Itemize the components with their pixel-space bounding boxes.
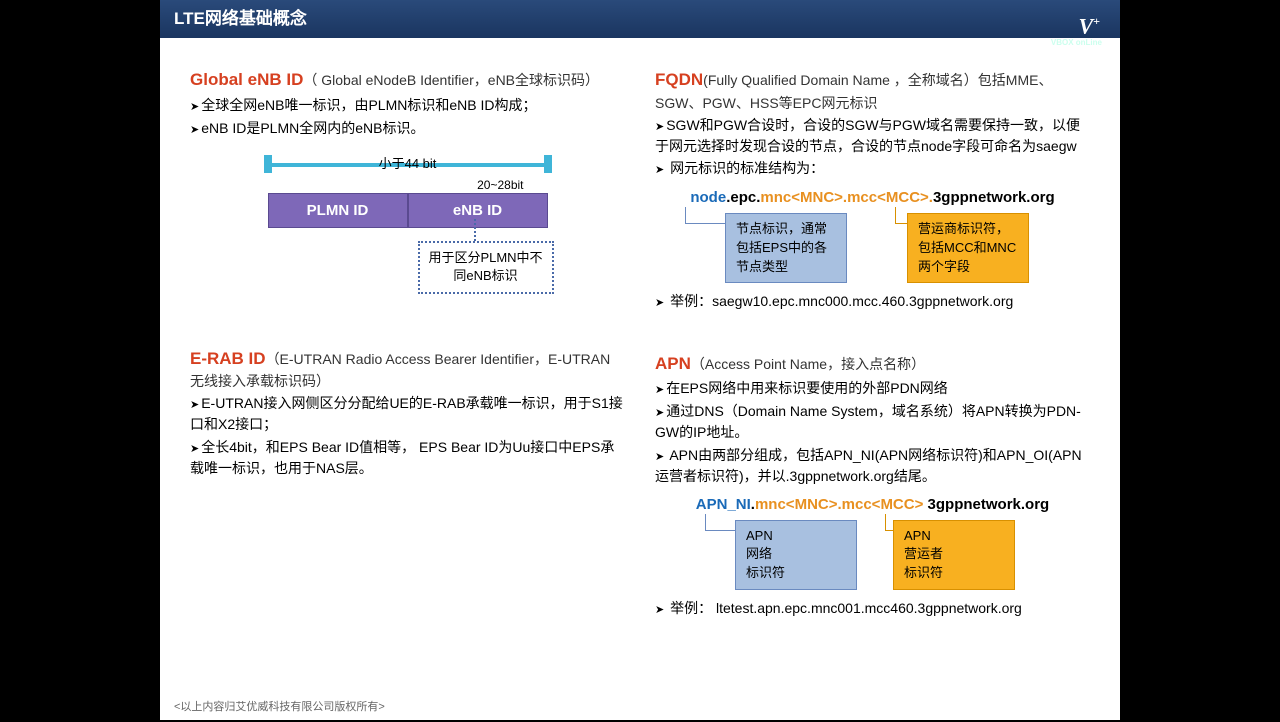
bullet: eNB ID是PLMN全网内的eNB标识。 <box>190 118 625 139</box>
fqdn-callouts: 节点标识，通常包括EPS中的各节点类型 营运商标识符，包括MCC和MNC两个字段 <box>655 213 1090 283</box>
note-box: 用于区分PLMN中不同eNB标识 <box>418 241 554 295</box>
heading: APN <box>655 354 691 373</box>
enb-diagram: 小于44 bit 20~28bit PLMN ID eNB ID 用于区分PLM… <box>268 157 548 287</box>
video-frame: LTE网络基础概念 V+ VBOX onLine Global eNB ID（ … <box>0 0 1280 722</box>
plmn-id-box: PLMN ID <box>268 193 408 229</box>
slide-body: Global eNB ID（ Global eNodeB Identifier，… <box>160 38 1120 659</box>
callout-apn-ni: APN 网络 标识符 <box>735 520 857 591</box>
range-bar: 小于44 bit <box>268 157 548 177</box>
enb-id-box: eNB ID <box>408 193 548 229</box>
bullet: 全长4bit，和EPS Bear ID值相等， EPS Bear ID为Uu接口… <box>190 437 625 478</box>
bullet: 网元标识的标准结构为： <box>655 158 1090 179</box>
heading: Global eNB ID <box>190 70 303 89</box>
callout-node: 节点标识，通常包括EPS中的各节点类型 <box>725 213 847 284</box>
apn-callouts: APN 网络 标识符 APN 营运者 标识符 <box>655 520 1090 590</box>
bullet: 在EPS网络中用来标识要使用的外部PDN网络 <box>655 378 1090 399</box>
callout-operator: 营运商标识符，包括MCC和MNC两个字段 <box>907 213 1029 284</box>
footer-copyright: <以上内容归艾优威科技有限公司版权所有> <box>174 698 385 714</box>
section-global-enb-id: Global eNB ID（ Global eNodeB Identifier，… <box>190 68 625 287</box>
callout-apn-oi: APN 营运者 标识符 <box>893 520 1015 591</box>
heading: E-RAB ID <box>190 349 266 368</box>
bullet: 全球全网eNB唯一标识，由PLMN标识和eNB ID构成； <box>190 95 625 116</box>
example: 举例： ltetest.apn.epc.mnc001.mcc460.3gppne… <box>655 598 1090 619</box>
section-erab-id: E-RAB ID（E-UTRAN Radio Access Bearer Ide… <box>190 347 625 478</box>
slide-title: LTE网络基础概念 <box>174 9 307 28</box>
fqdn-pattern: node.epc.mnc<MNC>.mcc<MCC>.3gppnetwork.o… <box>655 187 1090 209</box>
logo-tag: VBOX onLine <box>1051 24 1102 62</box>
bullet: 通过DNS（Domain Name System，域名系统）将APN转换为PDN… <box>655 401 1090 442</box>
slide: LTE网络基础概念 V+ VBOX onLine Global eNB ID（ … <box>160 0 1120 720</box>
bullet: APN由两部分组成，包括APN_NI(APN网络标识符)和APN_OI(APN运… <box>655 445 1090 486</box>
section-fqdn: FQDN(Fully Qualified Domain Name ，全称域名）包… <box>655 68 1090 312</box>
left-column: Global eNB ID（ Global eNodeB Identifier，… <box>190 68 625 659</box>
slide-title-bar: LTE网络基础概念 V+ VBOX onLine <box>160 0 1120 38</box>
bullet: SGW和PGW合设时，合设的SGW与PGW域名需要保持一致，以便于网元选择时发现… <box>655 115 1090 156</box>
right-column: FQDN(Fully Qualified Domain Name ，全称域名）包… <box>655 68 1090 659</box>
bullet: E-UTRAN接入网侧区分分配给UE的E-RAB承载唯一标识，用于S1接口和X2… <box>190 393 625 434</box>
id-boxes: PLMN ID eNB ID <box>268 193 548 229</box>
apn-pattern: APN_NI.mnc<MNC>.mcc<MCC> 3gppnetwork.org <box>655 494 1090 516</box>
section-apn: APN（Access Point Name，接入点名称） 在EPS网络中用来标识… <box>655 352 1090 619</box>
heading: FQDN <box>655 70 703 89</box>
example: 举例：saegw10.epc.mnc000.mcc.460.3gppnetwor… <box>655 291 1090 312</box>
